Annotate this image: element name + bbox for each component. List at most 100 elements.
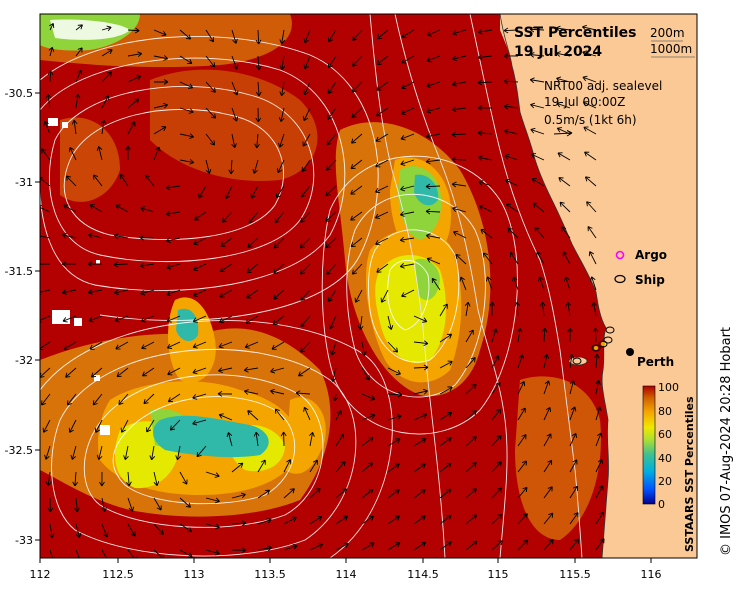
current-vector (595, 538, 605, 551)
current-vector (413, 438, 427, 447)
current-vector (332, 393, 339, 402)
current-vector (451, 131, 467, 138)
current-vector (539, 301, 546, 317)
current-vector (387, 438, 401, 447)
current-vector (439, 303, 448, 317)
current-vector (543, 380, 551, 395)
current-vector (119, 173, 129, 187)
current-vector (75, 47, 83, 57)
current-vector (465, 357, 476, 369)
current-vector (75, 523, 82, 538)
current-vector (595, 511, 604, 525)
y-axis-ticks: -30.5 -31 -31.5 -32 -32.5 -33 (5, 87, 33, 547)
current-vector (387, 463, 400, 473)
current-vector (278, 133, 285, 148)
current-vector (465, 514, 478, 525)
colorbar-label: SSTAARS SST Percentiles (683, 396, 696, 552)
current-vector (179, 159, 195, 165)
current-vector (114, 315, 129, 323)
current-vector (452, 29, 467, 36)
current-vector (179, 29, 192, 40)
current-vector (192, 315, 207, 323)
current-vector (99, 471, 105, 487)
current-vector (283, 544, 298, 551)
current-vector (219, 263, 233, 273)
argo-legend-label: Argo (635, 248, 667, 262)
sealevel-time: 19-Jul 00:00Z (544, 95, 625, 109)
current-vector (531, 178, 545, 187)
current-vector (68, 419, 77, 433)
current-vector (375, 185, 389, 194)
current-vector (451, 181, 467, 188)
isobath-3000m (369, 14, 446, 558)
current-vector (192, 341, 207, 349)
current-vector (439, 333, 453, 343)
plot-area (40, 14, 697, 558)
current-vector (61, 261, 77, 267)
map-frame (39, 13, 698, 559)
colorbar (642, 385, 656, 505)
current-vector (100, 119, 107, 135)
current-vector (426, 81, 441, 88)
current-vector (400, 185, 415, 192)
current-vector (205, 159, 212, 174)
current-vector (387, 315, 394, 330)
current-vector (387, 542, 401, 551)
current-vector (583, 126, 597, 135)
current-vector (582, 75, 597, 83)
current-vector (491, 382, 501, 395)
current-vector (247, 237, 259, 249)
current-vector (536, 251, 545, 265)
current-vector (49, 549, 53, 558)
current-vector (361, 413, 376, 421)
current-vector (140, 315, 155, 323)
current-vector (401, 289, 415, 298)
current-vector (246, 263, 259, 274)
current-vector (569, 538, 580, 551)
current-vector (480, 229, 493, 239)
x-tick-112: 112 (30, 568, 51, 581)
current-vector (335, 460, 346, 473)
current-vector (205, 523, 220, 530)
current-vector (43, 120, 51, 135)
current-vector (248, 211, 259, 224)
current-vector (491, 540, 503, 551)
current-vector (401, 55, 415, 64)
current-vector (279, 29, 286, 45)
current-vector (465, 383, 477, 395)
current-vector (205, 133, 215, 146)
current-vector (588, 251, 597, 265)
current-vector (257, 517, 272, 525)
current-vector (590, 276, 597, 291)
vector-scale-arrow (553, 130, 573, 137)
current-vector (125, 145, 131, 161)
current-vector (96, 146, 103, 161)
colorbar-tick-100: 100 (658, 381, 679, 394)
current-vector (584, 151, 597, 161)
current-vector (127, 549, 137, 558)
current-vector (400, 133, 415, 141)
current-vector (505, 203, 519, 213)
current-vector (491, 487, 503, 499)
current-vector (253, 431, 260, 447)
current-vector (166, 315, 181, 323)
sealevel-contours (40, 36, 518, 558)
current-vector (556, 76, 571, 83)
current-vector (491, 328, 498, 343)
current-vector (512, 276, 519, 291)
current-vector (40, 205, 51, 213)
current-vector (330, 367, 337, 382)
current-vector (255, 107, 262, 123)
current-vector (517, 513, 528, 525)
current-vector (479, 204, 493, 213)
current-vector (301, 159, 311, 173)
current-vector (503, 78, 519, 85)
current-vector (591, 301, 598, 317)
current-vector (543, 486, 553, 499)
current-vector (243, 389, 259, 395)
current-vector (300, 211, 311, 223)
current-vector (299, 263, 311, 275)
current-vector (326, 133, 337, 146)
current-vector (146, 419, 155, 433)
current-vector (426, 29, 441, 37)
